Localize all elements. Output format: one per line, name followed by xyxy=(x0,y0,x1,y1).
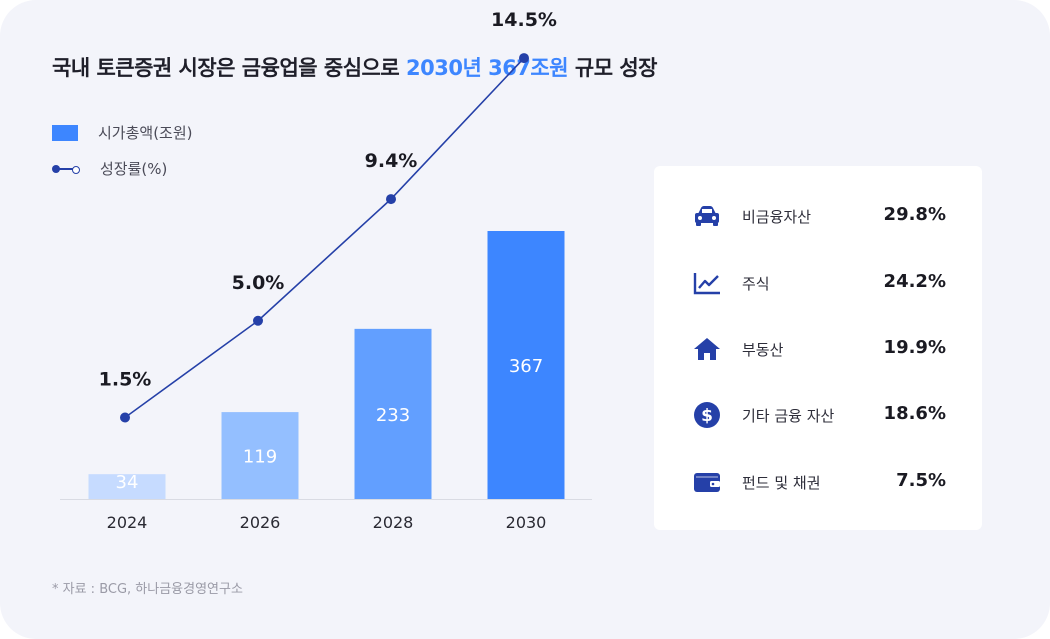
breakdown-row-2: 부동산 19.9% xyxy=(654,329,982,369)
growth-line xyxy=(124,57,525,419)
breakdown-value: 19.9% xyxy=(883,337,946,358)
title-highlight: 2030년 367조원 xyxy=(406,56,569,80)
growth-point-2026 xyxy=(253,315,263,326)
bar-value-label-2026: 119 xyxy=(243,447,277,468)
legend-item-bar: 시가총액(조원) xyxy=(52,122,193,143)
growth-point-2024 xyxy=(120,412,130,423)
x-tick-2030: 2030 xyxy=(506,513,547,532)
title-prefix: 국내 토큰증권 시장은 금융업을 중심으로 xyxy=(52,56,406,80)
x-tick-2024: 2024 xyxy=(107,513,148,532)
legend-item-line: 성장률(%) xyxy=(52,158,167,179)
breakdown-row-3: $ 기타 금융 자산 18.6% xyxy=(654,395,982,435)
x-tick-2028: 2028 xyxy=(373,513,414,532)
bar-value-label-2030: 367 xyxy=(509,356,543,377)
line-chart-icon xyxy=(692,269,722,297)
growth-line-group xyxy=(120,53,529,423)
breakdown-row-1: 주식 24.2% xyxy=(654,263,982,303)
legend-line-swatch xyxy=(52,164,80,174)
bar-value-label-2028: 233 xyxy=(376,405,410,426)
growth-point-2028 xyxy=(386,194,396,205)
legend-line-label: 성장률(%) xyxy=(100,160,168,178)
bar-2024 xyxy=(88,474,166,499)
breakdown-label: 펀드 및 채권 xyxy=(742,474,821,492)
bar-value-label-2024: 34 xyxy=(116,472,139,493)
breakdown-value: 18.6% xyxy=(883,403,946,424)
growth-rate-label-2028: 9.4% xyxy=(365,150,418,172)
x-tick-labels: 2024 2026 2028 2030 xyxy=(107,513,547,532)
page-title: 국내 토큰증권 시장은 금융업을 중심으로 2030년 367조원 규모 성장 xyxy=(52,52,657,82)
bar-2026 xyxy=(221,412,299,499)
wallet-icon xyxy=(692,468,722,496)
asset-breakdown-panel: 비금융자산 29.8% 주식 24.2% 부동산 19.9% $ 기타 금융 자산 18.6% 펀… xyxy=(654,166,982,530)
house-icon xyxy=(692,335,722,363)
title-suffix: 규모 성장 xyxy=(568,56,658,80)
source-note: * 자료 : BCG, 하나금융경영연구소 xyxy=(52,582,243,597)
breakdown-label: 부동산 xyxy=(742,341,784,359)
growth-rate-labels: 1.5% 5.0% 9.4% 14.5% xyxy=(99,9,557,390)
x-tick-2026: 2026 xyxy=(240,513,281,532)
legend-bar-swatch xyxy=(52,124,78,141)
breakdown-label: 주식 xyxy=(742,275,770,293)
breakdown-row-4: 펀드 및 채권 7.5% xyxy=(654,462,982,502)
bars-group xyxy=(88,231,565,499)
breakdown-label: 기타 금융 자산 xyxy=(742,407,835,425)
growth-point-2030 xyxy=(519,53,529,64)
car-icon xyxy=(692,202,722,230)
legend-bar-label: 시가총액(조원) xyxy=(98,124,193,142)
breakdown-row-0: 비금융자산 29.8% xyxy=(654,196,982,236)
breakdown-value: 24.2% xyxy=(883,271,946,292)
growth-rate-label-2026: 5.0% xyxy=(232,272,285,294)
bar-2030 xyxy=(487,231,565,499)
breakdown-label: 비금융자산 xyxy=(742,208,812,226)
breakdown-value: 29.8% xyxy=(883,204,946,225)
svg-text:$: $ xyxy=(701,406,713,426)
growth-rate-label-2030: 14.5% xyxy=(491,9,557,31)
breakdown-value: 7.5% xyxy=(896,470,946,491)
growth-rate-label-2024: 1.5% xyxy=(99,369,152,391)
bar-2028 xyxy=(354,328,432,499)
bar-value-labels: 34 119 233 367 xyxy=(116,356,544,493)
dollar-icon: $ xyxy=(692,401,722,429)
